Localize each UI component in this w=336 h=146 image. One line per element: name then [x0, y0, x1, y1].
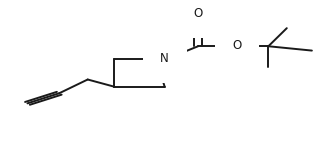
Text: N: N — [160, 52, 169, 65]
Text: O: O — [194, 7, 203, 20]
Text: O: O — [232, 39, 242, 52]
